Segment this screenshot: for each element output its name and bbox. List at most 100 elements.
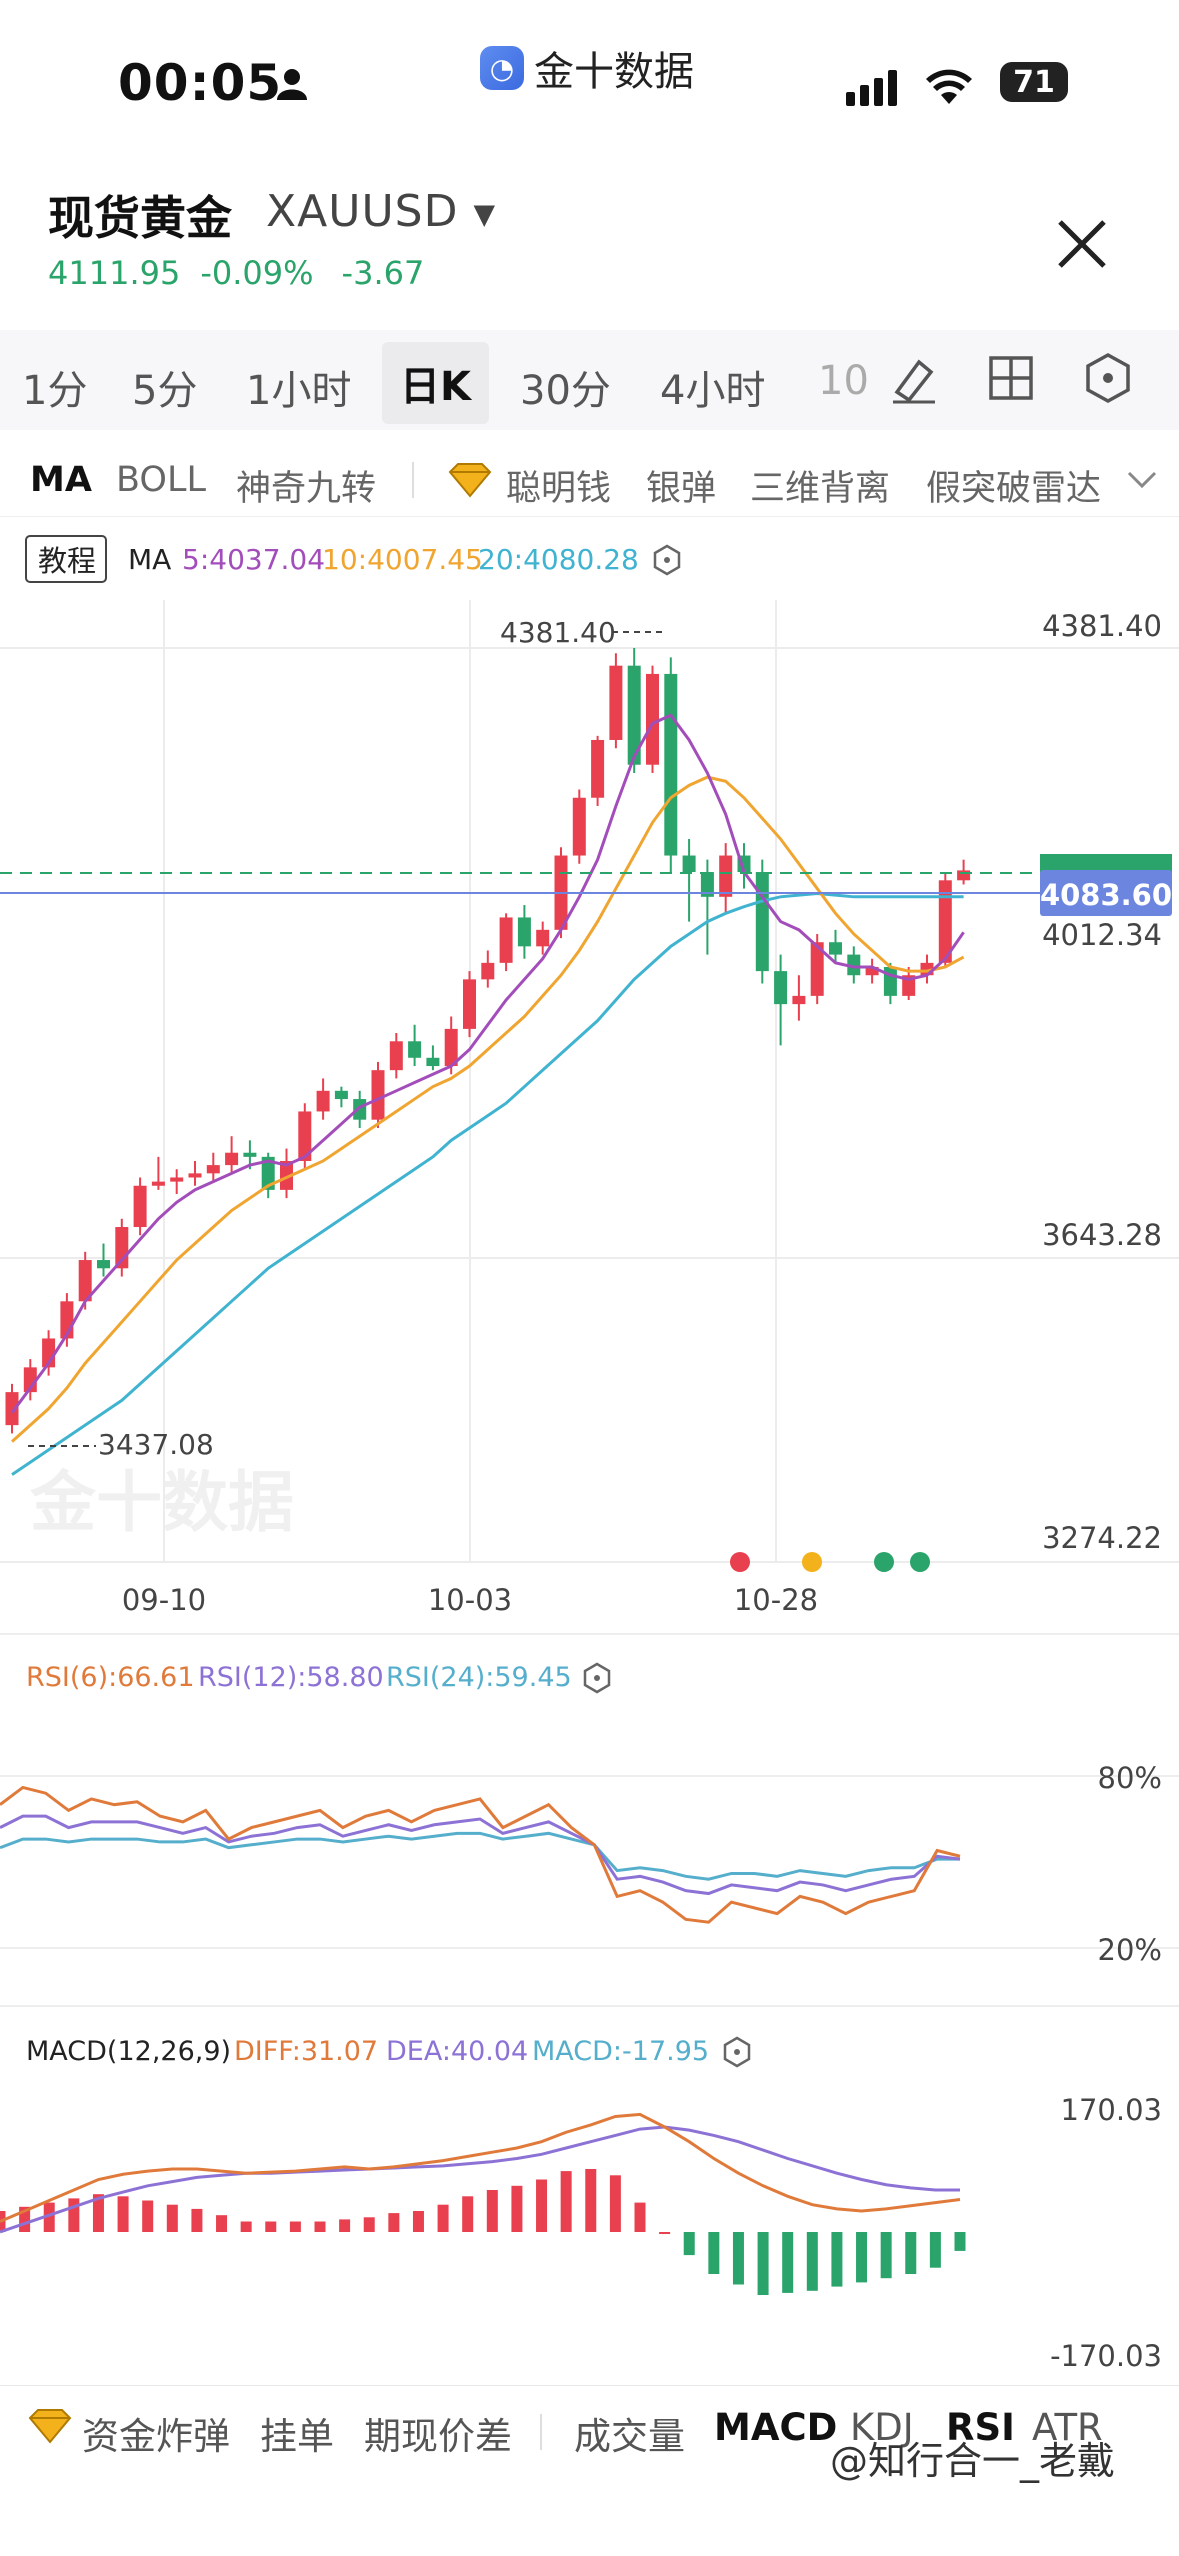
tab-macd[interactable]: MACD [714,2406,838,2449]
candle [225,1136,239,1174]
candle-body [664,673,678,856]
macd-diff-line [0,2112,961,2223]
close-button[interactable] [1054,216,1110,272]
quote-line: 4111.95 -0.09% -3.67 [48,254,424,292]
ind-3d-divergence[interactable]: 三维背离 [750,469,891,509]
candle-body [408,1041,422,1058]
candle-body [444,1028,458,1067]
ma10-value: 10:4007.45 [322,543,483,576]
high-annotation: 4381.40 [500,616,616,649]
tab-fund-bomb[interactable]: 资金炸弹 [82,2415,230,2458]
macd-bar [609,2175,621,2232]
tab-1min[interactable]: 1分 [22,368,88,414]
candle-body [463,979,476,1029]
ind-silver-bullet[interactable]: 银弹 [646,469,717,509]
candle [737,843,751,889]
candle [499,913,513,972]
macd-bar [142,2200,154,2232]
tab-pending-orders[interactable]: 挂单 [260,2415,334,2458]
tab-1hour[interactable]: 1小时 [246,368,352,414]
ind-boll[interactable]: BOLL [116,460,206,500]
draw-tool-button[interactable] [885,350,941,410]
tab-kdj[interactable]: KDJ [850,2406,914,2449]
grid-icon [989,356,1033,400]
tab-daily[interactable]: 日K [382,342,489,424]
price-tag [1040,870,1172,916]
candle [334,1086,348,1108]
chevron-down-icon[interactable] [1126,468,1158,496]
event-dot-yellow[interactable] [802,1552,822,1572]
macd-bar [191,2208,203,2232]
macd-settings-icon[interactable] [723,2036,751,2068]
candle-body [389,1041,403,1071]
ind-ma[interactable]: MA [30,460,92,500]
status-app-name: 金十数据 [534,49,694,95]
low-annotation: 3437.08 [98,1428,214,1461]
candle-body [700,872,714,897]
tab-30min[interactable]: 30分 [520,368,611,414]
ma-lines [10,713,965,1476]
macd-bar [511,2185,523,2232]
macd-bar [117,2196,129,2232]
event-dot-green[interactable] [910,1552,930,1572]
rsi-y-80: 80% [1098,1761,1162,1795]
macd-bar [757,2232,769,2295]
macd-bar [536,2179,548,2232]
macd-y-top: 170.03 [1061,2093,1162,2127]
tutorial-button[interactable]: 教程 [38,544,96,578]
symbol-selector[interactable]: XAUUSD ▼ [266,186,496,237]
price-chart[interactable]: 金十数据 教程 MA 5:4037.04 10:4007.45 20:4080.… [0,520,1179,2380]
rsi12-label: RSI(12):58.80 [198,1662,384,1693]
candle-body [78,1260,92,1302]
candle [664,657,678,873]
candle-body [719,855,733,897]
candle-body [206,1165,220,1174]
candle-body [5,1392,19,1426]
rsi24-line [0,1831,960,1881]
tab-volume[interactable]: 成交量 [574,2415,685,2458]
tab-atr[interactable]: ATR [1032,2406,1103,2449]
candle-body [353,1099,367,1120]
price-tag-value: 4083.60 [1040,878,1172,912]
change-percent: -0.09% [200,254,314,292]
ind-magic-nine[interactable]: 神奇九转 [236,469,377,509]
status-app: ◔ 金十数据 [480,40,694,96]
rsi-y-20: 20% [1098,1933,1162,1967]
ma-settings-icon[interactable] [653,544,681,576]
macd-bar [486,2190,498,2232]
ind-false-breakout[interactable]: 假突破雷达 [926,469,1102,509]
macd-bar [339,2219,351,2232]
layout-button[interactable] [985,352,1037,408]
ma-label: MA [128,543,171,576]
macd-diff: DIFF:31.07 [234,2036,378,2067]
ind-smart-money[interactable]: 聪明钱 [506,469,612,509]
ma20-value: 20:4080.28 [478,543,639,576]
candle-body [572,797,586,856]
close-icon [1058,220,1106,268]
tab-10[interactable]: 10 [818,358,869,404]
settings-button[interactable] [1080,350,1136,410]
candle [682,839,696,922]
candle-body [151,1181,165,1186]
tab-4hour[interactable]: 4小时 [660,368,766,414]
candle-body [627,665,641,765]
event-dot-green[interactable] [874,1552,894,1572]
candle [517,905,531,959]
event-dot-red[interactable] [730,1552,750,1572]
macd-bar [856,2232,868,2283]
ma20-line [11,892,964,1476]
candle [847,946,861,984]
candle-body [371,1070,385,1120]
tab-basis[interactable]: 期现价差 [364,2415,512,2458]
macd-bar [68,2198,80,2232]
tutorial-button-box[interactable] [25,535,107,583]
divider [412,462,414,498]
tab-5min[interactable]: 5分 [132,368,198,414]
candle [755,859,769,984]
macd-bar [954,2232,966,2251]
macd-value: MACD:-17.95 [532,2036,709,2067]
rsi-settings-icon[interactable] [583,1662,611,1694]
tab-rsi[interactable]: RSI [946,2406,1015,2449]
candle-body [957,870,971,881]
macd-bar [363,2217,375,2232]
